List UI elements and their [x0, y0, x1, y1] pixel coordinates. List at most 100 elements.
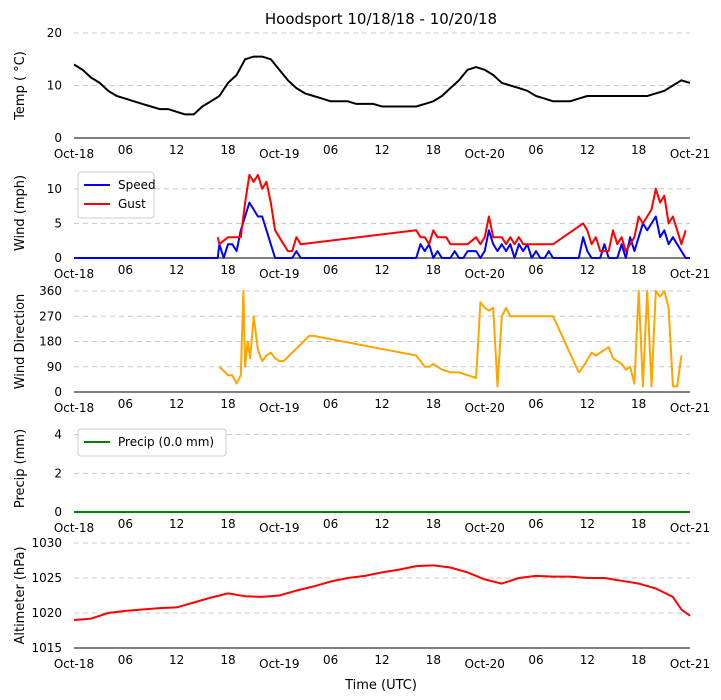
precip-x-tick-label: 06 [118, 517, 133, 531]
wind-x-tick-label: Oct-18 [54, 267, 94, 281]
direction-y-tick-label: 90 [47, 360, 62, 374]
altimeter-x-tick-label: Oct-19 [259, 657, 299, 671]
altimeter-x-tick-label: 12 [374, 653, 389, 667]
temp-x-tick-label: Oct-18 [54, 147, 94, 161]
precip-legend-box [77, 428, 227, 457]
temp-x-tick-label: 18 [220, 143, 235, 157]
precip-y-axis-label: Precip (mm) [13, 429, 28, 508]
figure-title: Hoodsport 10/18/18 - 10/20/18 [265, 10, 497, 28]
direction-x-tick-label: 06 [323, 397, 338, 411]
precip-x-tick-label: 12 [580, 517, 595, 531]
wind-y-tick-label: 5 [54, 216, 62, 230]
direction-y-tick-label: 270 [39, 309, 62, 323]
direction-series-direction [218, 290, 683, 388]
wind-x-tick-label: 12 [374, 263, 389, 277]
altimeter-x-tick-label: 18 [220, 653, 235, 667]
wind-series-speed [74, 201, 690, 259]
altimeter-x-tick-label: 12 [169, 653, 184, 667]
temp-y-tick-label: 20 [47, 26, 62, 40]
direction-x-tick-label: Oct-20 [464, 401, 504, 415]
wind-x-tick-label: 18 [426, 263, 441, 277]
wind-y-tick-label: 0 [54, 251, 62, 265]
altimeter-series-altimeter [73, 564, 691, 621]
precip-y-tick-label: 4 [54, 428, 62, 442]
wind-x-tick-label: 18 [220, 263, 235, 277]
precip-x-tick-label: 18 [631, 517, 646, 531]
direction-x-tick-label: Oct-19 [259, 401, 299, 415]
altimeter-x-tick-label: 18 [631, 653, 646, 667]
temp-x-tick-label: 12 [169, 143, 184, 157]
wind-x-tick-label: Oct-20 [464, 267, 504, 281]
temp-x-tick-label: Oct-20 [464, 147, 504, 161]
direction-x-tick-label: 12 [374, 397, 389, 411]
altimeter-x-tick-label: Oct-20 [464, 657, 504, 671]
wind-legend-box [77, 171, 155, 219]
precip-x-tick-label: 12 [169, 517, 184, 531]
temp-x-tick-label: 06 [528, 143, 543, 157]
precip-legend-label: Precip (0.0 mm) [118, 435, 214, 449]
direction-y-axis-label: Wind Direction [13, 294, 28, 390]
altimeter-x-tick-label: 12 [580, 653, 595, 667]
altimeter-x-tick-label: 18 [426, 653, 441, 667]
direction-x-tick-label: 12 [580, 397, 595, 411]
wind-x-tick-label: 06 [323, 263, 338, 277]
altimeter-x-tick-label: 06 [118, 653, 133, 667]
temp-y-axis-label: Temp ( °C) [13, 51, 28, 121]
temp-x-tick-label: 18 [426, 143, 441, 157]
precip-x-tick-label: 06 [323, 517, 338, 531]
direction-x-tick-label: Oct-18 [54, 401, 94, 415]
altimeter-y-axis-label: Altimeter (hPa) [13, 546, 28, 644]
wind-x-tick-label: 06 [118, 263, 133, 277]
wind-x-tick-label: 06 [528, 263, 543, 277]
altimeter-x-tick-label: Oct-21 [670, 657, 710, 671]
altimeter-y-tick-label: 1025 [31, 571, 62, 585]
wind-x-tick-label: 18 [631, 263, 646, 277]
altimeter-x-tick-label: 06 [528, 653, 543, 667]
precip-x-tick-label: 18 [220, 517, 235, 531]
temp-x-tick-label: 12 [374, 143, 389, 157]
direction-x-tick-label: 18 [426, 397, 441, 411]
wind-legend-label: Gust [118, 197, 146, 211]
x-axis-label: Time (UTC) [344, 678, 417, 693]
altimeter-x-tick-label: 06 [323, 653, 338, 667]
temp-x-tick-label: 18 [631, 143, 646, 157]
precip-x-tick-label: 12 [374, 517, 389, 531]
precip-x-tick-label: Oct-18 [54, 521, 94, 535]
altimeter-y-tick-label: 1030 [31, 536, 62, 550]
temp-x-tick-label: Oct-21 [670, 147, 710, 161]
temp-x-tick-label: 06 [323, 143, 338, 157]
altimeter-y-tick-label: 1020 [31, 606, 62, 620]
precip-x-tick-label: Oct-20 [464, 521, 504, 535]
wind-series-gust [216, 173, 687, 253]
direction-x-tick-label: 06 [528, 397, 543, 411]
temp-x-tick-label: 06 [118, 143, 133, 157]
wind-x-tick-label: Oct-19 [259, 267, 299, 281]
precip-x-tick-label: Oct-21 [670, 521, 710, 535]
direction-x-tick-label: 18 [220, 397, 235, 411]
temp-series-temp [73, 55, 691, 116]
precip-x-tick-label: Oct-19 [259, 521, 299, 535]
precip-x-tick-label: 06 [528, 517, 543, 531]
altimeter-x-tick-label: Oct-18 [54, 657, 94, 671]
wind-y-axis-label: Wind (mph) [13, 175, 28, 251]
direction-y-tick-label: 360 [39, 284, 62, 298]
direction-x-tick-label: Oct-21 [670, 401, 710, 415]
wind-x-tick-label: 12 [169, 263, 184, 277]
temp-x-tick-label: Oct-19 [259, 147, 299, 161]
precip-y-tick-label: 0 [54, 505, 62, 519]
temp-y-tick-label: 10 [47, 79, 62, 93]
wind-y-tick-label: 10 [47, 182, 62, 196]
direction-x-tick-label: 06 [118, 397, 133, 411]
wind-legend-label: Speed [118, 178, 156, 192]
precip-x-tick-label: 18 [426, 517, 441, 531]
precip-y-tick-label: 2 [54, 466, 62, 480]
altimeter-y-tick-label: 1015 [31, 641, 62, 655]
direction-x-tick-label: 12 [169, 397, 184, 411]
temp-x-tick-label: 12 [580, 143, 595, 157]
direction-y-tick-label: 0 [54, 385, 62, 399]
temp-y-tick-label: 0 [54, 131, 62, 145]
direction-x-tick-label: 18 [631, 397, 646, 411]
wind-x-tick-label: Oct-21 [670, 267, 710, 281]
direction-y-tick-label: 180 [39, 335, 62, 349]
